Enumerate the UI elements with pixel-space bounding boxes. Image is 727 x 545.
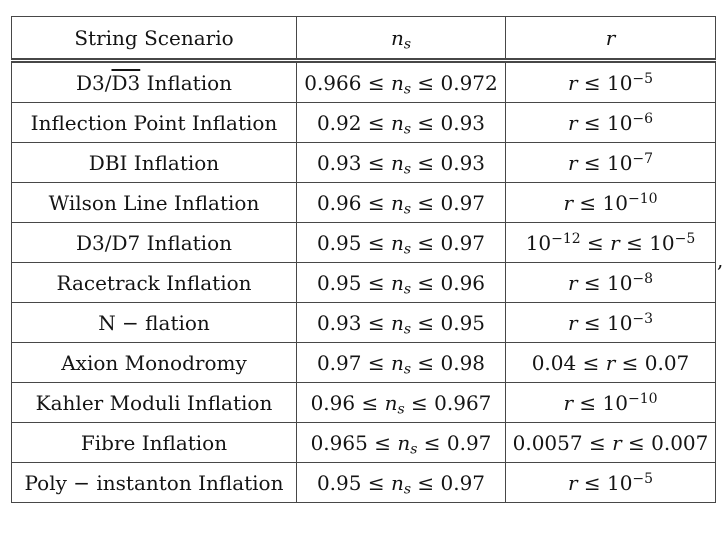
cell-ns: 0.93 ≤ ns ≤ 0.93 — [296, 142, 506, 183]
table-row: Kahler Moduli Inflation 0.96 ≤ ns ≤ 0.967… — [11, 382, 716, 423]
cell-scenario: D3/D3 Inflation — [11, 60, 297, 103]
string-scenarios-table: String Scenario ns r D3/D3 Inflation 0.966 … — [11, 16, 716, 503]
cell-r: r ≤ 10−3 — [505, 302, 716, 343]
table-row: N − flation 0.93 ≤ ns ≤ 0.95 r ≤ 10−3 — [11, 302, 716, 343]
cell-ns: 0.92 ≤ ns ≤ 0.93 — [296, 102, 506, 143]
table-row: D3/D3 Inflation 0.966 ≤ ns ≤ 0.972 r ≤ 10−… — [11, 60, 716, 103]
cell-ns: 0.96 ≤ ns ≤ 0.967 — [296, 382, 506, 423]
cell-scenario: Kahler Moduli Inflation — [11, 382, 297, 423]
cell-scenario: Racetrack Inflation — [11, 262, 297, 303]
trailing-comma: , — [717, 248, 724, 272]
cell-scenario: Wilson Line Inflation — [11, 182, 297, 223]
table-row: Wilson Line Inflation 0.96 ≤ ns ≤ 0.97 r ≤… — [11, 182, 716, 223]
column-header-r: r — [505, 16, 716, 63]
table-row: Fibre Inflation 0.965 ≤ ns ≤ 0.97 0.0057 ≤… — [11, 422, 716, 463]
table-header: String Scenario ns r — [11, 16, 716, 63]
cell-r: 0.0057 ≤ r ≤ 0.007 — [505, 422, 716, 463]
cell-r: 10−12 ≤ r ≤ 10−5 — [505, 222, 716, 263]
column-header-ns: ns — [296, 16, 506, 63]
cell-r: r ≤ 10−10 — [505, 182, 716, 223]
cell-scenario: D3/D7 Inflation — [11, 222, 297, 263]
table-row: DBI Inflation 0.93 ≤ ns ≤ 0.93 r ≤ 10−7 — [11, 142, 716, 183]
cell-r: r ≤ 10−5 — [505, 462, 716, 503]
cell-r: r ≤ 10−7 — [505, 142, 716, 183]
cell-scenario: DBI Inflation — [11, 142, 297, 183]
cell-ns: 0.95 ≤ ns ≤ 0.96 — [296, 262, 506, 303]
table-row: Poly − instanton Inflation 0.95 ≤ ns ≤ 0.… — [11, 462, 716, 503]
cell-r: r ≤ 10−10 — [505, 382, 716, 423]
cell-ns: 0.95 ≤ ns ≤ 0.97 — [296, 462, 506, 503]
cell-r: 0.04 ≤ r ≤ 0.07 — [505, 342, 716, 383]
cell-ns: 0.966 ≤ ns ≤ 0.972 — [296, 60, 506, 103]
cell-scenario: Fibre Inflation — [11, 422, 297, 463]
cell-scenario: Poly − instanton Inflation — [11, 462, 297, 503]
column-header-scenario: String Scenario — [11, 16, 297, 63]
table-row: D3/D7 Inflation 0.95 ≤ ns ≤ 0.97 10−12 ≤ r… — [11, 222, 716, 263]
table-row: Inflection Point Inflation 0.92 ≤ ns ≤ 0.… — [11, 102, 716, 143]
cell-scenario: N − flation — [11, 302, 297, 343]
table-row: Racetrack Inflation 0.95 ≤ ns ≤ 0.96 r ≤ 1… — [11, 262, 716, 303]
cell-r: r ≤ 10−6 — [505, 102, 716, 143]
table-body: D3/D3 Inflation 0.966 ≤ ns ≤ 0.972 r ≤ 10−… — [11, 60, 716, 503]
cell-ns: 0.93 ≤ ns ≤ 0.95 — [296, 302, 506, 343]
cell-ns: 0.97 ≤ ns ≤ 0.98 — [296, 342, 506, 383]
cell-ns: 0.965 ≤ ns ≤ 0.97 — [296, 422, 506, 463]
header-row: String Scenario ns r — [11, 16, 716, 63]
cell-scenario: Inflection Point Inflation — [11, 102, 297, 143]
table-row: Axion Monodromy 0.97 ≤ ns ≤ 0.98 0.04 ≤ r … — [11, 342, 716, 383]
cell-scenario: Axion Monodromy — [11, 342, 297, 383]
cell-ns: 0.96 ≤ ns ≤ 0.97 — [296, 182, 506, 223]
cell-ns: 0.95 ≤ ns ≤ 0.97 — [296, 222, 506, 263]
cell-r: r ≤ 10−5 — [505, 60, 716, 103]
cell-r: r ≤ 10−8 — [505, 262, 716, 303]
